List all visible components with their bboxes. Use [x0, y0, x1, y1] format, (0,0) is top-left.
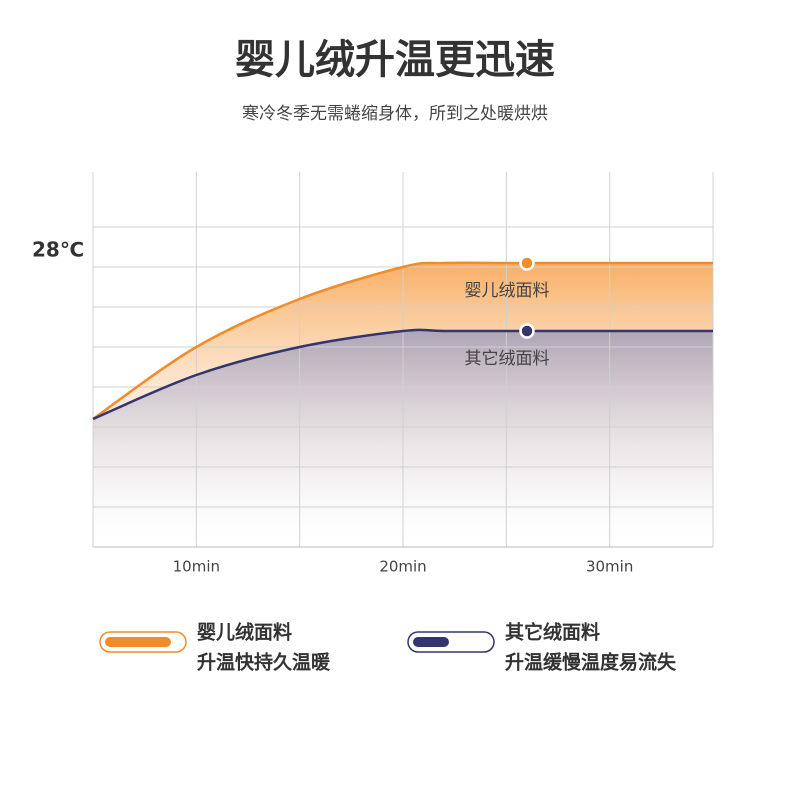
series-line	[92, 261, 713, 421]
y-tick-label: 28℃	[32, 238, 84, 262]
x-tick-label: 30min	[586, 558, 633, 576]
series-annotation: 婴儿绒面料	[465, 281, 550, 301]
legend-swatch	[105, 637, 171, 647]
chart-subtitle: 寒冷冬季无需蜷缩身体，所到之处暖烘烘	[242, 104, 548, 124]
series-line	[92, 328, 713, 421]
x-tick-label: 20min	[379, 558, 426, 576]
point-marker	[519, 255, 535, 271]
x-tick-label: 10min	[173, 558, 220, 576]
series-annotation: 其它绒面料	[465, 349, 550, 369]
chart-title: 婴儿绒升温更迅速	[235, 37, 555, 83]
legend-description: 升温缓慢温度易流失	[505, 651, 677, 674]
legend-label: 婴儿绒面料	[197, 621, 292, 644]
legend-label: 其它绒面料	[505, 621, 600, 644]
legend-swatch	[413, 637, 449, 647]
point-marker	[519, 323, 535, 339]
legend-description: 升温快持久温暖	[197, 651, 331, 674]
